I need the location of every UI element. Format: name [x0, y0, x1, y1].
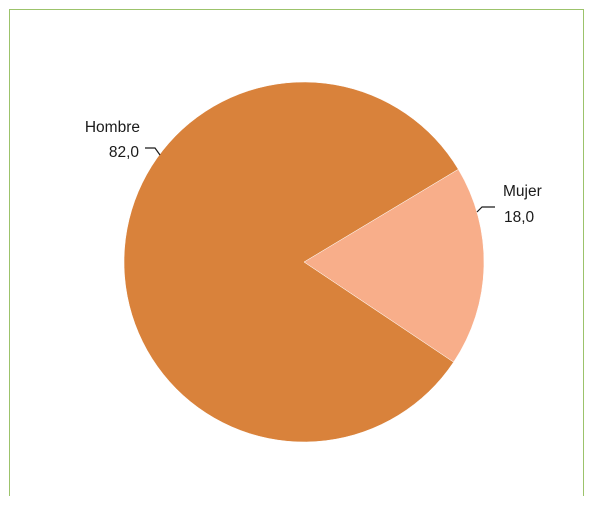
leader-line-mujer	[476, 206, 495, 213]
pie-slice-mujer	[303, 168, 485, 363]
slice-value-mujer: 18,0	[504, 209, 535, 226]
slice-label-mujer: Mujer	[503, 183, 542, 200]
leader-line-hombre	[145, 147, 161, 156]
pie-slice-hombre	[123, 81, 459, 443]
slice-value-hombre: 82,0	[109, 144, 140, 161]
pie-slices	[123, 81, 485, 443]
slice-label-hombre: Hombre	[85, 119, 140, 136]
pie-labels: Hombre 82,0 Mujer 18,0	[85, 119, 542, 226]
